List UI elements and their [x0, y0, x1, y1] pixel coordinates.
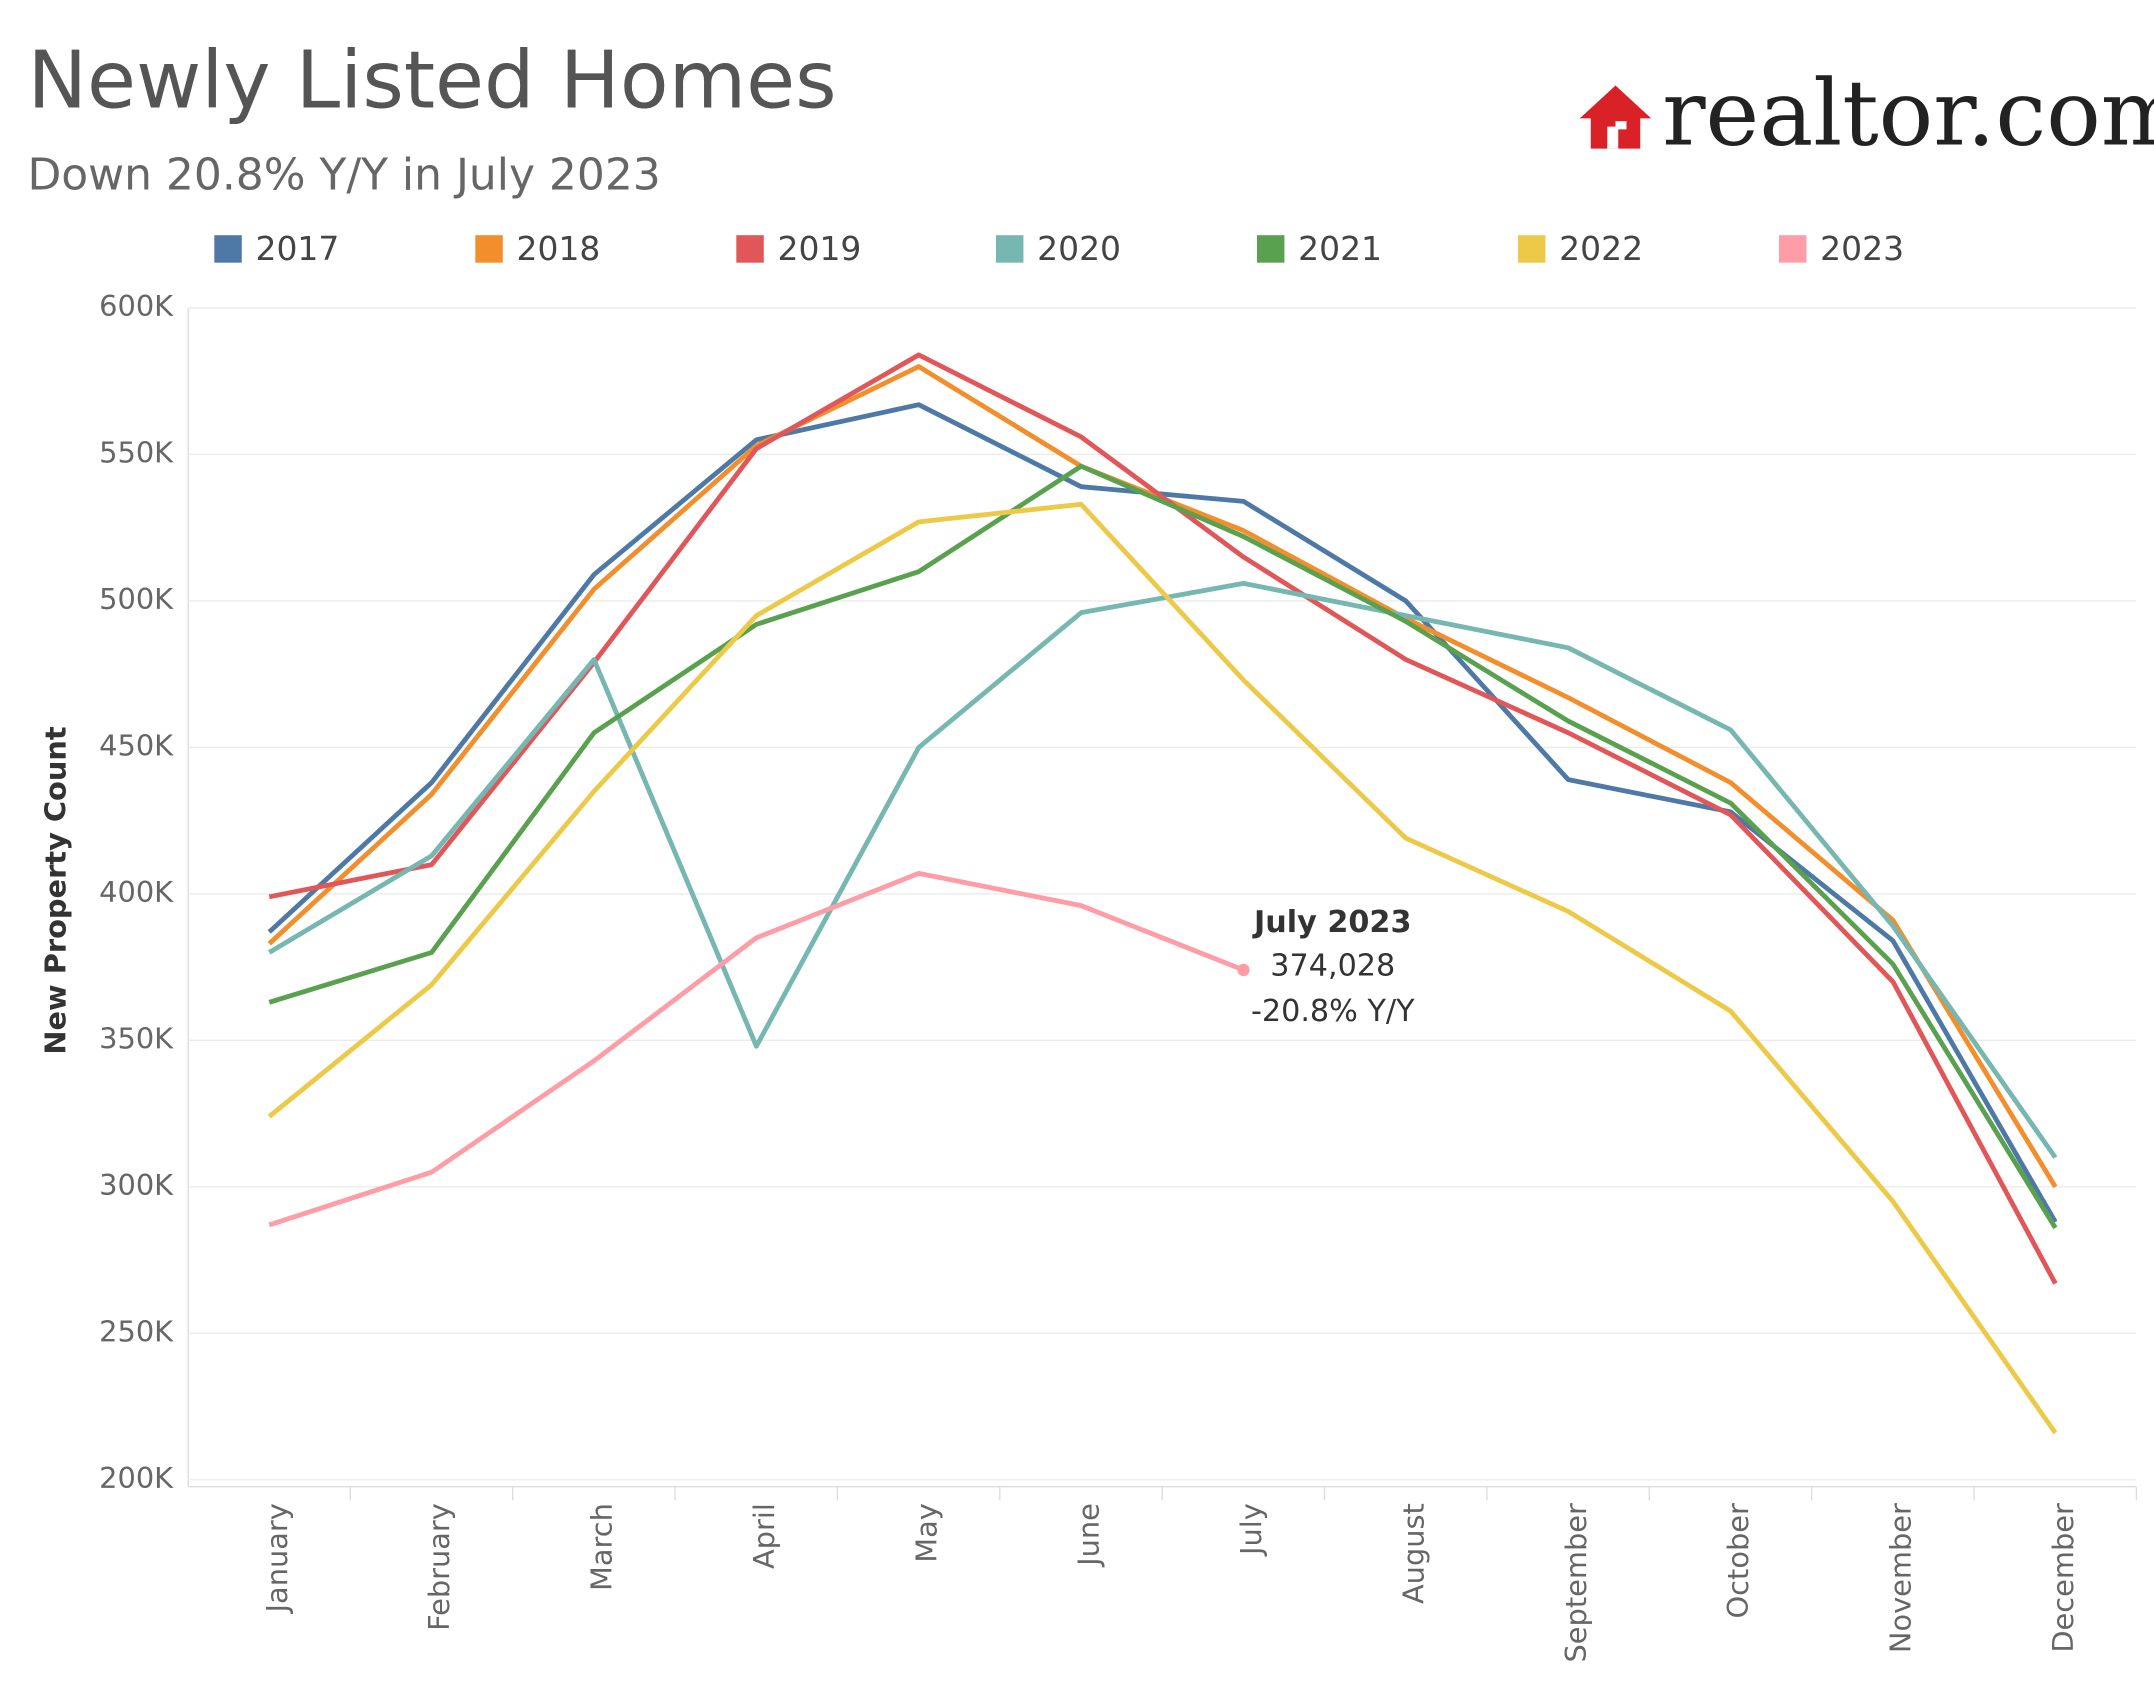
chart-title: Newly Listed Homes [27, 33, 836, 126]
y-tick-label: 500K [99, 582, 174, 616]
annotation-change: -20.8% Y/Y [1251, 994, 1415, 1029]
y-tick-label: 200K [99, 1461, 174, 1495]
point-marker [1237, 963, 1250, 977]
legend-label: 2023 [1820, 229, 1904, 268]
x-tick-label: December [2046, 1503, 2080, 1653]
legend-swatch [736, 235, 764, 263]
x-tick-label: June [1072, 1503, 1106, 1568]
x-tick-label: November [1884, 1503, 1918, 1653]
logo: realtor.com [1662, 62, 2154, 167]
annotation-title: July 2023 [1252, 905, 1411, 940]
legend-label: 2020 [1037, 229, 1121, 268]
y-tick-label: 300K [99, 1168, 174, 1202]
legend-swatch [1517, 235, 1546, 263]
legend-label: 2019 [778, 229, 862, 268]
legend-swatch [214, 235, 242, 263]
y-tick-label: 350K [99, 1021, 174, 1055]
x-tick-label: May [909, 1503, 943, 1563]
legend-swatch [1256, 235, 1285, 263]
y-tick-label: 250K [99, 1314, 174, 1348]
x-tick-label: April [747, 1503, 781, 1569]
logo-icon [1579, 85, 1652, 149]
series-line [268, 870, 1245, 1228]
y-tick-label: 550K [99, 435, 174, 469]
y-tick-label: 450K [99, 728, 174, 762]
x-tick-label: March [585, 1503, 619, 1591]
series-line [268, 463, 2058, 1230]
value-label: 374,028 [1270, 949, 1395, 984]
series-line [267, 364, 2058, 1189]
x-tick-label: September [1559, 1503, 1593, 1662]
y-tick-label: 400K [99, 875, 174, 909]
x-tick-label: January [260, 1503, 294, 1614]
legend-label: 2022 [1559, 229, 1643, 268]
x-tick-label: August [1396, 1503, 1430, 1604]
x-tick-label: October [1721, 1503, 1755, 1619]
chart-subtitle: Down 20.8% Y/Y in July 2023 [27, 150, 660, 201]
series-line [267, 501, 2058, 1435]
legend-swatch [995, 235, 1024, 263]
x-tick-label: July [1234, 1503, 1268, 1557]
legend-label: 2017 [256, 229, 340, 268]
y-tick-label: 600K [99, 289, 174, 323]
y-axis-title: New Property Count [39, 726, 73, 1055]
x-tick-label: February [422, 1503, 456, 1631]
legend-label: 2018 [517, 229, 601, 268]
series-line [268, 580, 2058, 1159]
legend-label: 2021 [1298, 229, 1382, 268]
series-line [268, 352, 2058, 1285]
legend-swatch [475, 235, 503, 263]
legend-swatch [1778, 235, 1807, 263]
